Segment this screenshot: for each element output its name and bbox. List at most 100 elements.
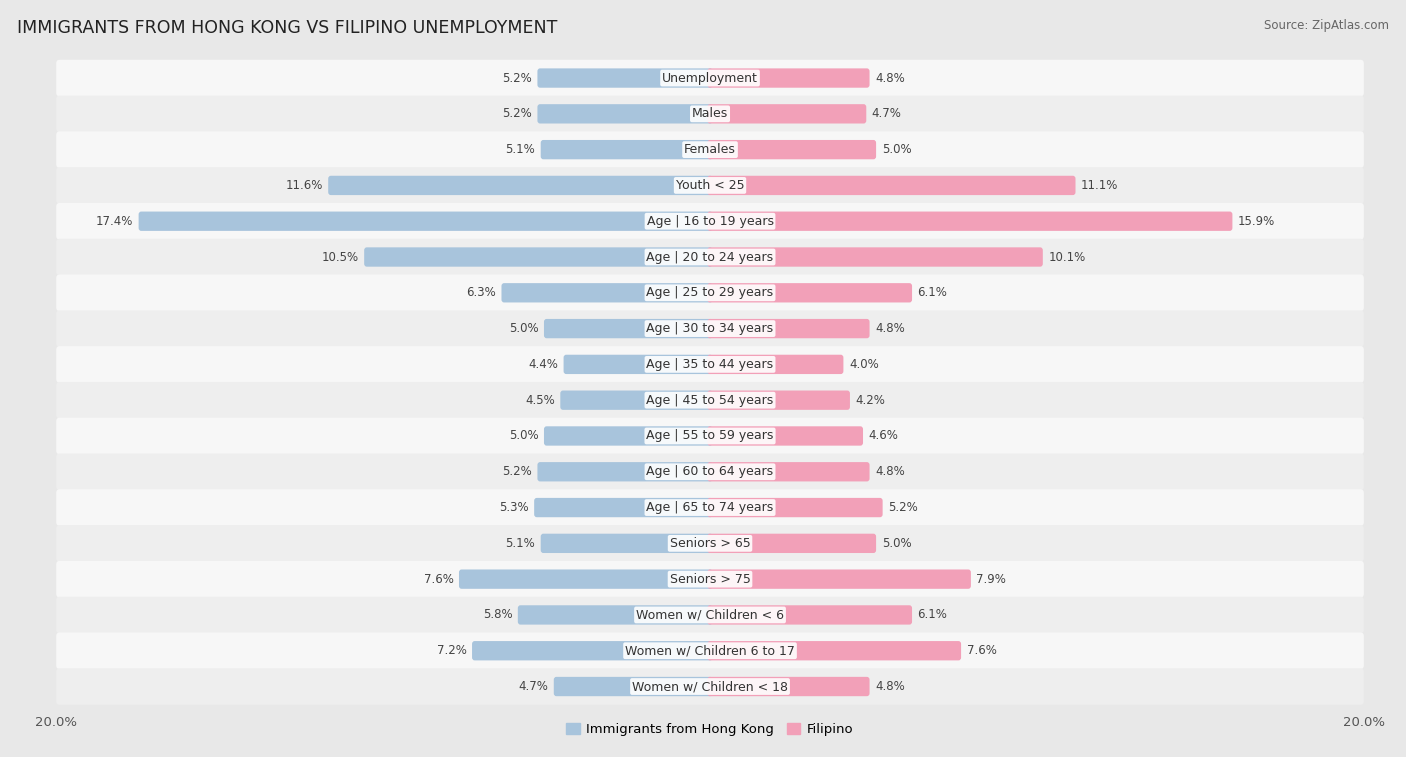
FancyBboxPatch shape bbox=[56, 561, 1364, 597]
FancyBboxPatch shape bbox=[56, 453, 1364, 490]
Text: 4.7%: 4.7% bbox=[519, 680, 548, 693]
Text: 4.4%: 4.4% bbox=[529, 358, 558, 371]
Text: 6.1%: 6.1% bbox=[918, 286, 948, 299]
Text: 6.3%: 6.3% bbox=[467, 286, 496, 299]
FancyBboxPatch shape bbox=[56, 346, 1364, 382]
FancyBboxPatch shape bbox=[56, 275, 1364, 311]
Text: 4.8%: 4.8% bbox=[875, 72, 905, 85]
FancyBboxPatch shape bbox=[707, 248, 1043, 266]
Text: 5.0%: 5.0% bbox=[509, 322, 538, 335]
FancyBboxPatch shape bbox=[139, 211, 713, 231]
FancyBboxPatch shape bbox=[707, 677, 869, 696]
FancyBboxPatch shape bbox=[707, 391, 851, 410]
Text: 7.2%: 7.2% bbox=[437, 644, 467, 657]
Text: 5.2%: 5.2% bbox=[502, 466, 531, 478]
Text: 7.6%: 7.6% bbox=[967, 644, 997, 657]
FancyBboxPatch shape bbox=[56, 382, 1364, 419]
FancyBboxPatch shape bbox=[707, 534, 876, 553]
FancyBboxPatch shape bbox=[707, 283, 912, 303]
Text: Women w/ Children < 6: Women w/ Children < 6 bbox=[636, 609, 785, 621]
Text: Women w/ Children 6 to 17: Women w/ Children 6 to 17 bbox=[626, 644, 794, 657]
FancyBboxPatch shape bbox=[537, 104, 713, 123]
Text: 4.8%: 4.8% bbox=[875, 466, 905, 478]
Text: 5.3%: 5.3% bbox=[499, 501, 529, 514]
Text: Age | 65 to 74 years: Age | 65 to 74 years bbox=[647, 501, 773, 514]
FancyBboxPatch shape bbox=[56, 238, 1364, 276]
FancyBboxPatch shape bbox=[56, 525, 1364, 562]
Text: Seniors > 75: Seniors > 75 bbox=[669, 572, 751, 586]
Text: Age | 20 to 24 years: Age | 20 to 24 years bbox=[647, 251, 773, 263]
FancyBboxPatch shape bbox=[537, 68, 713, 88]
FancyBboxPatch shape bbox=[554, 677, 713, 696]
FancyBboxPatch shape bbox=[328, 176, 713, 195]
Text: Unemployment: Unemployment bbox=[662, 72, 758, 85]
FancyBboxPatch shape bbox=[56, 633, 1364, 669]
FancyBboxPatch shape bbox=[364, 248, 713, 266]
Text: Age | 16 to 19 years: Age | 16 to 19 years bbox=[647, 215, 773, 228]
Text: 10.5%: 10.5% bbox=[322, 251, 359, 263]
FancyBboxPatch shape bbox=[707, 641, 962, 660]
Text: Age | 30 to 34 years: Age | 30 to 34 years bbox=[647, 322, 773, 335]
FancyBboxPatch shape bbox=[56, 597, 1364, 633]
FancyBboxPatch shape bbox=[707, 319, 869, 338]
FancyBboxPatch shape bbox=[707, 176, 1076, 195]
Text: 4.2%: 4.2% bbox=[855, 394, 886, 407]
FancyBboxPatch shape bbox=[56, 95, 1364, 132]
FancyBboxPatch shape bbox=[564, 355, 713, 374]
Text: 5.0%: 5.0% bbox=[509, 429, 538, 443]
FancyBboxPatch shape bbox=[544, 319, 713, 338]
Legend: Immigrants from Hong Kong, Filipino: Immigrants from Hong Kong, Filipino bbox=[561, 718, 859, 741]
Text: 4.7%: 4.7% bbox=[872, 107, 901, 120]
FancyBboxPatch shape bbox=[707, 462, 869, 481]
Text: Seniors > 65: Seniors > 65 bbox=[669, 537, 751, 550]
Text: Women w/ Children < 18: Women w/ Children < 18 bbox=[633, 680, 787, 693]
Text: Age | 55 to 59 years: Age | 55 to 59 years bbox=[647, 429, 773, 443]
FancyBboxPatch shape bbox=[56, 418, 1364, 454]
Text: Age | 35 to 44 years: Age | 35 to 44 years bbox=[647, 358, 773, 371]
Text: Age | 25 to 29 years: Age | 25 to 29 years bbox=[647, 286, 773, 299]
FancyBboxPatch shape bbox=[472, 641, 713, 660]
FancyBboxPatch shape bbox=[534, 498, 713, 517]
Text: IMMIGRANTS FROM HONG KONG VS FILIPINO UNEMPLOYMENT: IMMIGRANTS FROM HONG KONG VS FILIPINO UN… bbox=[17, 19, 557, 37]
FancyBboxPatch shape bbox=[502, 283, 713, 303]
Text: Females: Females bbox=[685, 143, 735, 156]
FancyBboxPatch shape bbox=[56, 132, 1364, 168]
Text: 10.1%: 10.1% bbox=[1049, 251, 1085, 263]
FancyBboxPatch shape bbox=[56, 60, 1364, 96]
FancyBboxPatch shape bbox=[541, 534, 713, 553]
FancyBboxPatch shape bbox=[541, 140, 713, 159]
Text: 4.8%: 4.8% bbox=[875, 680, 905, 693]
FancyBboxPatch shape bbox=[707, 569, 972, 589]
Text: 5.2%: 5.2% bbox=[502, 72, 531, 85]
Text: Males: Males bbox=[692, 107, 728, 120]
FancyBboxPatch shape bbox=[56, 310, 1364, 347]
Text: 11.1%: 11.1% bbox=[1081, 179, 1118, 192]
Text: 15.9%: 15.9% bbox=[1237, 215, 1275, 228]
Text: 5.1%: 5.1% bbox=[505, 537, 536, 550]
FancyBboxPatch shape bbox=[707, 68, 869, 88]
FancyBboxPatch shape bbox=[56, 203, 1364, 239]
Text: 4.8%: 4.8% bbox=[875, 322, 905, 335]
Text: Source: ZipAtlas.com: Source: ZipAtlas.com bbox=[1264, 19, 1389, 32]
FancyBboxPatch shape bbox=[56, 489, 1364, 526]
Text: 5.8%: 5.8% bbox=[482, 609, 512, 621]
FancyBboxPatch shape bbox=[561, 391, 713, 410]
Text: 5.2%: 5.2% bbox=[502, 107, 531, 120]
FancyBboxPatch shape bbox=[707, 426, 863, 446]
FancyBboxPatch shape bbox=[544, 426, 713, 446]
Text: 4.6%: 4.6% bbox=[869, 429, 898, 443]
Text: 4.5%: 4.5% bbox=[524, 394, 555, 407]
Text: 5.1%: 5.1% bbox=[505, 143, 536, 156]
FancyBboxPatch shape bbox=[707, 498, 883, 517]
Text: 17.4%: 17.4% bbox=[96, 215, 134, 228]
Text: 4.0%: 4.0% bbox=[849, 358, 879, 371]
Text: Youth < 25: Youth < 25 bbox=[676, 179, 744, 192]
FancyBboxPatch shape bbox=[707, 355, 844, 374]
Text: 5.2%: 5.2% bbox=[889, 501, 918, 514]
FancyBboxPatch shape bbox=[707, 606, 912, 625]
Text: 5.0%: 5.0% bbox=[882, 143, 911, 156]
Text: 6.1%: 6.1% bbox=[918, 609, 948, 621]
Text: Age | 60 to 64 years: Age | 60 to 64 years bbox=[647, 466, 773, 478]
Text: 5.0%: 5.0% bbox=[882, 537, 911, 550]
FancyBboxPatch shape bbox=[517, 606, 713, 625]
